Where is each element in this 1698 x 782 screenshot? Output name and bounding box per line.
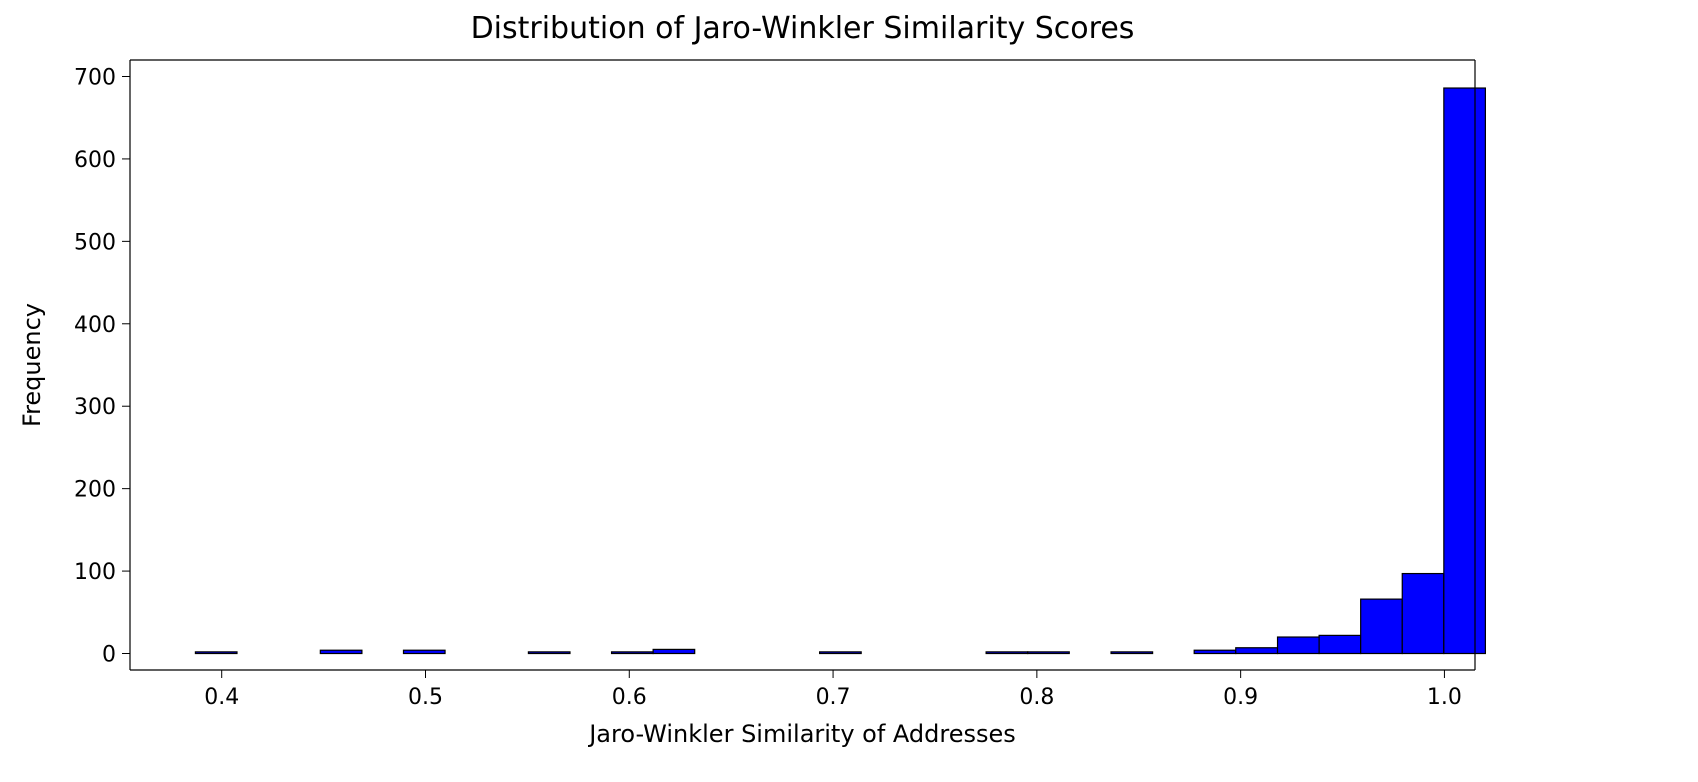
histogram-bar [1444, 88, 1486, 653]
histogram-bar [653, 649, 695, 653]
x-tick-label: 0.9 [1223, 685, 1258, 710]
x-tick-label: 0.5 [408, 685, 443, 710]
x-tick-label: 0.6 [612, 685, 647, 710]
y-tick-label: 200 [74, 478, 116, 503]
histogram-bar [612, 652, 654, 654]
histogram-bar [1194, 650, 1236, 653]
y-tick-label: 100 [74, 560, 116, 585]
y-tick-label: 300 [74, 395, 116, 420]
histogram-bar [1278, 637, 1320, 653]
histogram-bar [1319, 635, 1361, 653]
histogram-bar [1111, 652, 1153, 654]
y-tick-label: 400 [74, 313, 116, 338]
histogram-bar [320, 650, 362, 653]
histogram-bar [1028, 652, 1070, 654]
histogram-chart: 0.4 0.5 0.6 0.7 0.8 0.9 1.0 0 100 200 300 400 500 600… [0, 0, 1698, 782]
y-tick-label: 600 [74, 148, 116, 173]
x-tick-label: 0.8 [1019, 685, 1054, 710]
y-tick-label: 0 [102, 643, 116, 668]
histogram-bar [1361, 599, 1403, 653]
x-axis-label: Jaro-Winkler Similarity of Addresses [587, 720, 1016, 748]
y-axis-label: Frequency [18, 303, 46, 427]
histogram-bar [1402, 574, 1444, 654]
x-tick-label: 0.7 [816, 685, 851, 710]
histogram-bar [528, 652, 570, 654]
y-tick-label: 500 [74, 230, 116, 255]
chart-svg: 0.4 0.5 0.6 0.7 0.8 0.9 1.0 0 100 200 300 400 500 600… [0, 0, 1698, 782]
histogram-bar [195, 652, 237, 654]
histogram-bar [403, 650, 445, 653]
chart-title: Distribution of Jaro-Winkler Similarity … [471, 11, 1135, 46]
histogram-bar [820, 652, 862, 654]
histogram-bar [1236, 648, 1278, 654]
x-tick-label: 0.4 [204, 685, 239, 710]
x-tick-label: 1.0 [1427, 685, 1462, 710]
histogram-bar [986, 652, 1028, 654]
y-tick-label: 700 [74, 65, 116, 90]
